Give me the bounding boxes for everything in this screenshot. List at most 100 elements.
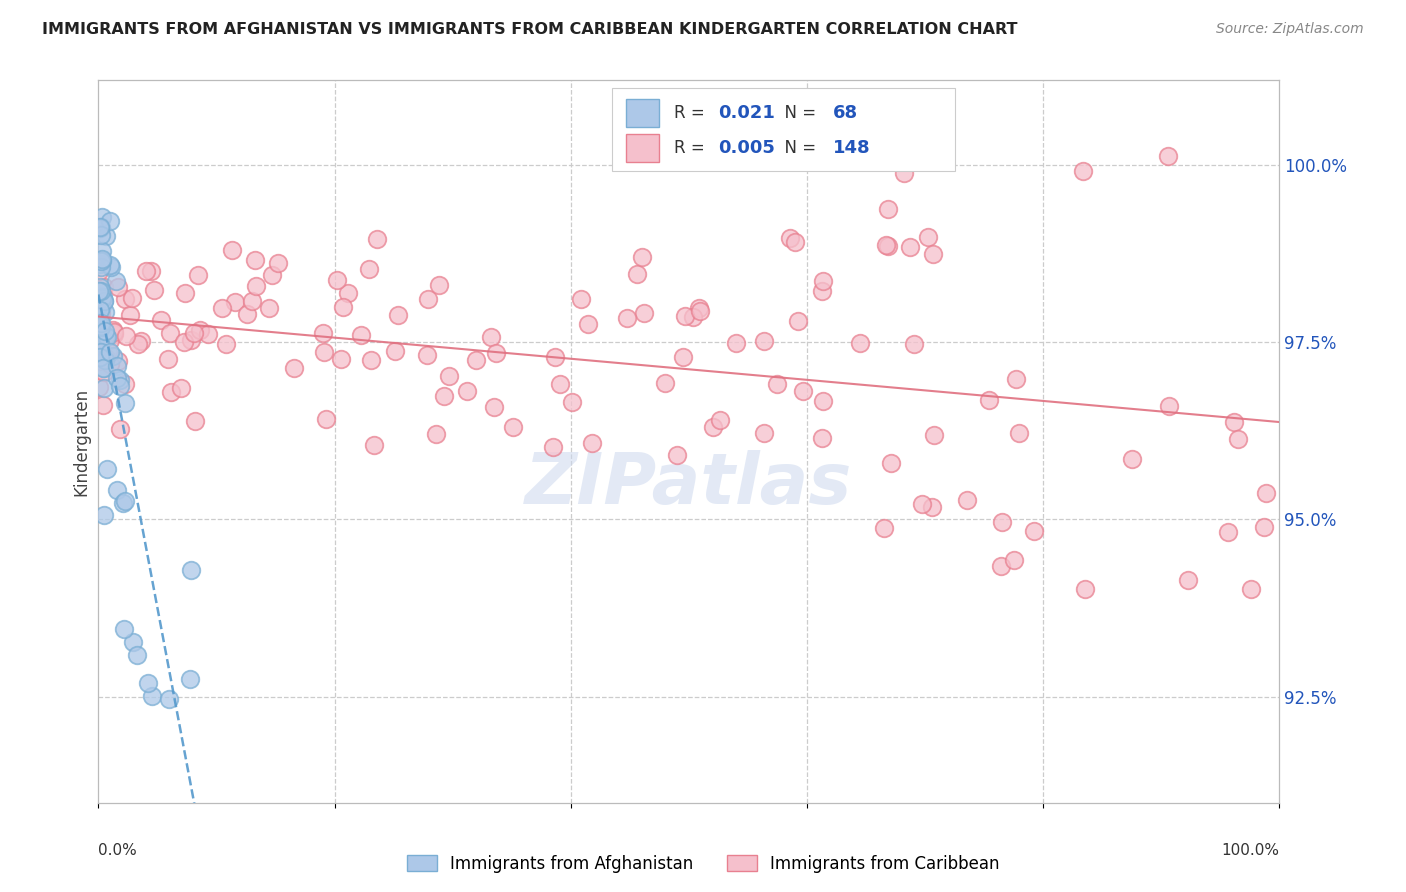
Point	[90, 227, 112, 242]
Point	[433, 388, 456, 402]
Point	[91, 252, 114, 266]
Point	[245, 279, 267, 293]
Point	[87, 297, 110, 311]
Point	[105, 483, 128, 497]
Point	[779, 231, 801, 245]
Point	[283, 360, 305, 375]
Point	[312, 345, 335, 359]
Point	[90, 254, 112, 268]
Point	[990, 559, 1012, 574]
Point	[548, 377, 571, 392]
Point	[427, 278, 450, 293]
Point	[93, 508, 115, 522]
Point	[105, 359, 128, 373]
Text: ZIPatlas: ZIPatlas	[526, 450, 852, 519]
Point	[87, 325, 110, 339]
Point	[93, 293, 115, 308]
Point	[90, 294, 112, 309]
Point	[90, 299, 112, 313]
Point	[107, 279, 129, 293]
Point	[90, 260, 112, 275]
Point	[1002, 552, 1025, 566]
Point	[211, 301, 233, 316]
Point	[114, 396, 136, 410]
Point	[93, 361, 115, 376]
Point	[315, 412, 337, 426]
Text: 0.021: 0.021	[718, 104, 775, 122]
Point	[93, 293, 115, 308]
Point	[810, 284, 832, 298]
Point	[135, 264, 157, 278]
Point	[224, 294, 246, 309]
Point	[214, 337, 236, 351]
Point	[849, 335, 872, 350]
Point	[654, 376, 676, 390]
Point	[103, 326, 125, 341]
Point	[312, 326, 335, 340]
Point	[89, 284, 111, 298]
Point	[159, 326, 181, 340]
Point	[93, 361, 115, 376]
Point	[89, 335, 111, 350]
Point	[94, 324, 117, 338]
Text: 148: 148	[832, 139, 870, 157]
Point	[108, 422, 131, 436]
Point	[240, 293, 263, 308]
Point	[114, 494, 136, 508]
Point	[682, 310, 704, 324]
FancyBboxPatch shape	[626, 134, 659, 162]
Text: N =: N =	[773, 104, 821, 122]
FancyBboxPatch shape	[612, 87, 955, 170]
Point	[482, 400, 505, 414]
Point	[924, 427, 946, 442]
Point	[1157, 399, 1180, 413]
Point	[90, 306, 112, 320]
Point	[921, 247, 943, 261]
Point	[90, 220, 112, 235]
Point	[183, 326, 205, 340]
Point	[89, 303, 111, 318]
Point	[184, 414, 207, 428]
Point	[141, 689, 163, 703]
Point	[170, 381, 193, 395]
Point	[89, 220, 111, 235]
Point	[880, 456, 903, 470]
Point	[416, 348, 439, 362]
Point	[1177, 573, 1199, 587]
Point	[267, 256, 290, 270]
Point	[114, 377, 136, 392]
Point	[877, 238, 900, 252]
Point	[702, 128, 724, 143]
Point	[576, 318, 599, 332]
Point	[93, 381, 115, 395]
Point	[94, 329, 117, 343]
Point	[921, 500, 943, 514]
Point	[893, 166, 915, 180]
Point	[180, 563, 202, 577]
Point	[87, 354, 110, 368]
Point	[666, 448, 689, 462]
Point	[90, 285, 112, 299]
Point	[502, 419, 524, 434]
Point	[633, 306, 655, 320]
Text: IMMIGRANTS FROM AFGHANISTAN VS IMMIGRANTS FROM CARIBBEAN KINDERGARTEN CORRELATIO: IMMIGRANTS FROM AFGHANISTAN VS IMMIGRANT…	[42, 22, 1018, 37]
Point	[94, 351, 117, 366]
Point	[581, 435, 603, 450]
Point	[1157, 149, 1180, 163]
Point	[103, 325, 125, 339]
Point	[350, 328, 373, 343]
Point	[90, 320, 112, 334]
Point	[90, 291, 112, 305]
Point	[90, 318, 112, 333]
Point	[416, 293, 439, 307]
Point	[259, 301, 281, 315]
Text: N =: N =	[773, 139, 821, 157]
Point	[89, 257, 111, 271]
Point	[136, 676, 159, 690]
Point	[543, 350, 565, 364]
Point	[1222, 415, 1244, 429]
Point	[561, 395, 583, 409]
Point	[366, 232, 388, 246]
Point	[357, 261, 380, 276]
Point	[89, 350, 111, 364]
